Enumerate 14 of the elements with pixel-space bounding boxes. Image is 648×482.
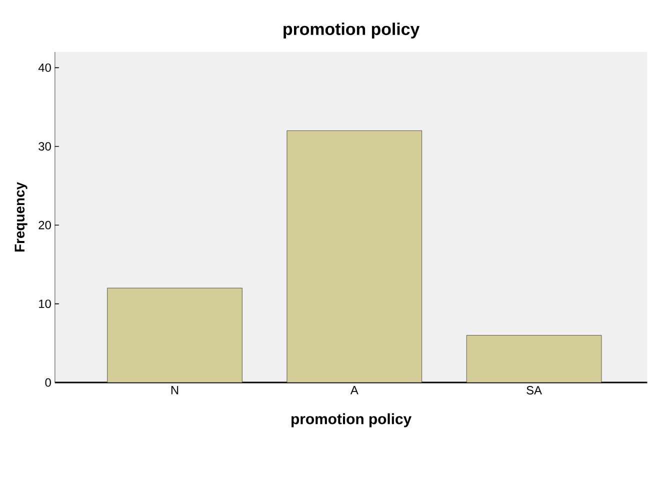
y-axis-title: Frequency xyxy=(14,182,28,252)
x-axis-title: promotion policy xyxy=(292,413,412,428)
y-tick-label: 10 xyxy=(39,299,51,308)
x-tick-label: A xyxy=(350,386,358,394)
x-tick-label: SA xyxy=(526,386,542,394)
chart-title: promotion policy xyxy=(284,22,420,38)
y-tick-label: 20 xyxy=(38,220,51,230)
y-tick-label: 0 xyxy=(45,378,51,387)
bar xyxy=(107,288,242,382)
y-tick-label: 30 xyxy=(38,142,51,150)
x-tick-label: N xyxy=(171,386,178,394)
y-tick-label: 40 xyxy=(38,63,51,72)
bar xyxy=(286,130,422,382)
bar xyxy=(466,334,602,382)
